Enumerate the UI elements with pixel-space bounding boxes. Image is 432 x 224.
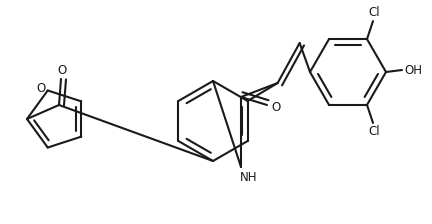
Text: O: O [57,63,67,77]
Text: Cl: Cl [368,125,380,138]
Text: NH: NH [240,170,258,183]
Text: O: O [36,82,45,95]
Text: Cl: Cl [368,6,380,19]
Text: O: O [271,101,281,114]
Text: OH: OH [404,63,422,77]
